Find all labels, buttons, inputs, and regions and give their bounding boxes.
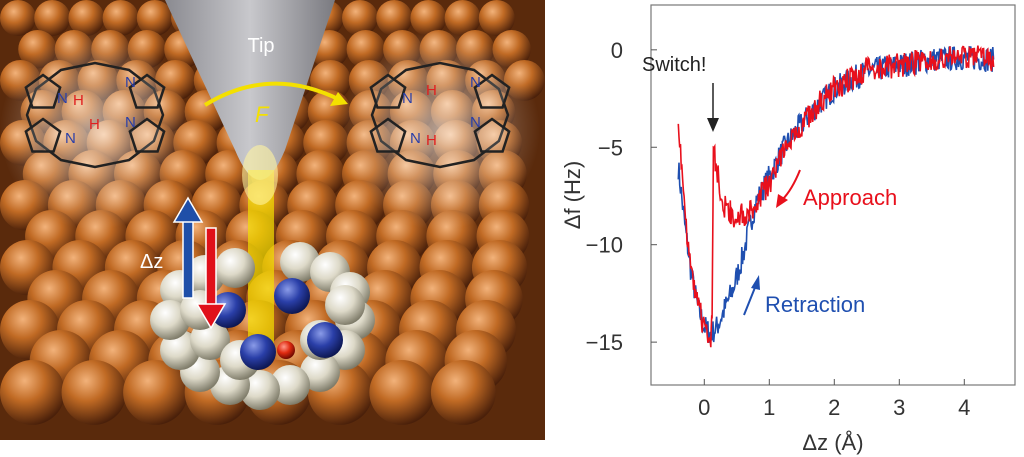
copper-atom — [369, 360, 435, 425]
hydrogen-atom — [277, 341, 295, 359]
df-dz-chart: 0 1 2 3 4 0 −5 −10 −15 Δz (Å) Δf (Hz) Switch! Approa… — [560, 0, 1024, 457]
up-arrow — [172, 196, 204, 299]
hydrogen-label: H — [73, 92, 84, 109]
copper-atom — [102, 0, 139, 36]
approach-annotation: Approach — [803, 185, 897, 210]
approach-arrowhead-icon — [776, 194, 788, 208]
nitrogen-label: N — [402, 90, 413, 107]
switch-arrowhead-icon — [707, 118, 719, 132]
y-tick-label: 0 — [611, 38, 623, 63]
nitrogen-label: N — [410, 130, 421, 147]
x-tick-label: 2 — [828, 395, 840, 420]
nitrogen-atom — [240, 334, 276, 370]
plot-frame — [650, 4, 1016, 386]
y-axis-label: Δf (Hz) — [560, 161, 585, 229]
copper-atom — [68, 0, 105, 36]
copper-atom — [61, 360, 127, 425]
hydrogen-label: H — [426, 132, 437, 149]
nitrogen-label: N — [470, 74, 481, 91]
substrate-atom — [300, 352, 340, 392]
retraction-annotation: Retraction — [765, 292, 865, 317]
copper-atom — [342, 0, 378, 36]
copper-atom — [0, 0, 36, 36]
retraction-arrow — [743, 284, 757, 316]
substrate-atom — [325, 285, 365, 325]
nitrogen-atom — [307, 322, 343, 358]
nitrogen-atom — [274, 278, 310, 314]
x-axis-label: Δz (Å) — [802, 430, 863, 455]
dz-label: Δz — [140, 251, 163, 273]
copper-atom — [478, 0, 515, 36]
hydrogen-label: H — [89, 116, 100, 133]
hydrogen-label: H — [426, 82, 437, 99]
embedded-molecule-spheres — [150, 242, 375, 410]
tip-label: Tip — [247, 35, 274, 57]
down-arrow — [195, 227, 227, 330]
x-tick-label: 0 — [698, 395, 710, 420]
substrate-atom — [270, 365, 310, 405]
nitrogen-label: N — [57, 90, 68, 107]
molecule-halo-right — [340, 30, 540, 230]
force-label: F — [255, 102, 270, 127]
retraction-arrowhead-icon — [751, 275, 760, 290]
nitrogen-label: N — [125, 114, 136, 131]
x-tick-label: 4 — [958, 395, 970, 420]
x-tick-label: 3 — [893, 395, 905, 420]
stm-tip — [165, 0, 335, 180]
copper-atom — [0, 360, 65, 425]
substrate-atom — [215, 248, 255, 288]
y-tick-label: −5 — [598, 135, 623, 160]
y-tick-label: −15 — [586, 330, 623, 355]
copper-atom — [123, 360, 188, 425]
nitrogen-label: N — [65, 130, 76, 147]
copper-atom — [376, 0, 413, 36]
nitrogen-label: N — [470, 114, 481, 131]
approach-arrow — [781, 169, 801, 201]
switch-annotation: Switch! — [642, 54, 706, 76]
copper-atom — [410, 0, 447, 36]
series-approach-line — [677, 45, 995, 348]
force-arrowhead-icon — [330, 92, 348, 106]
copper-atom — [444, 0, 481, 36]
copper-atom — [34, 0, 71, 36]
copper-atom — [430, 360, 496, 425]
nitrogen-label: N — [125, 74, 136, 91]
substrate-atom — [240, 370, 280, 410]
x-tick-label: 1 — [763, 395, 775, 420]
nitrogen-atom — [210, 292, 246, 328]
y-tick-label: −10 — [586, 233, 623, 258]
copper-atom — [136, 0, 173, 36]
force-arrow — [203, 81, 341, 107]
